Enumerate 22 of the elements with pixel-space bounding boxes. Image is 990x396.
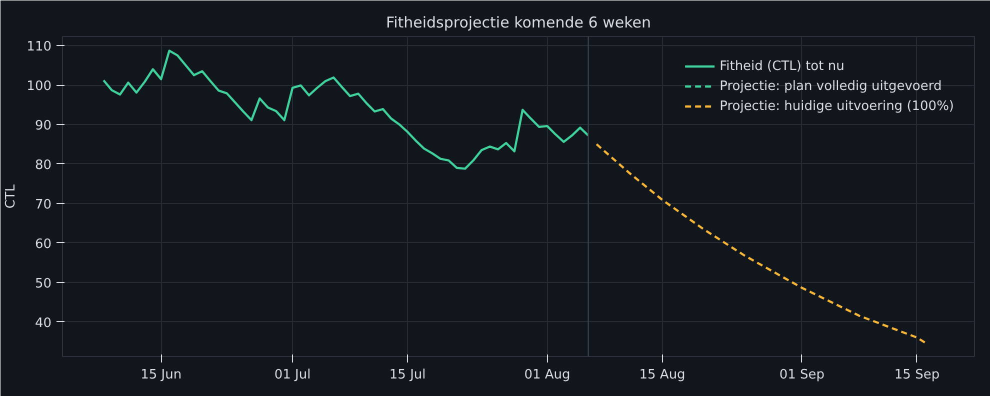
x-tick-label: 01 Sep (779, 368, 825, 382)
y-tick-label: 80 (34, 158, 52, 173)
y-tick-label: 60 (34, 236, 52, 252)
y-axis-title: CTL (4, 184, 19, 209)
legend-label: Fitheid (CTL) tot nu (720, 58, 844, 74)
legend-label: Projectie: huidige uitvoering (100%) (720, 98, 954, 114)
y-tick-label: 110 (26, 40, 52, 55)
line-series (102, 50, 590, 170)
chart-title: Fitheidsprojectie komende 6 weken (386, 14, 651, 32)
x-tick-label: 15 Jun (140, 368, 182, 382)
x-tick-label: 01 Aug (524, 368, 570, 382)
x-tick-label: 15 Jul (389, 368, 426, 382)
y-tick-label: 70 (34, 197, 52, 212)
y-tick-label: 50 (34, 276, 52, 292)
y-tick-label: 90 (34, 118, 52, 134)
y-tick-label: 100 (26, 79, 52, 94)
y-tick-label: 40 (34, 316, 52, 331)
line-series (595, 143, 926, 344)
x-tick-label: 15 Aug (639, 368, 686, 382)
x-tick-label: 15 Sep (894, 368, 940, 382)
x-tick-label: 01 Jul (274, 368, 311, 382)
legend-label: Projectie: plan volledig uitgevoerd (720, 78, 942, 94)
